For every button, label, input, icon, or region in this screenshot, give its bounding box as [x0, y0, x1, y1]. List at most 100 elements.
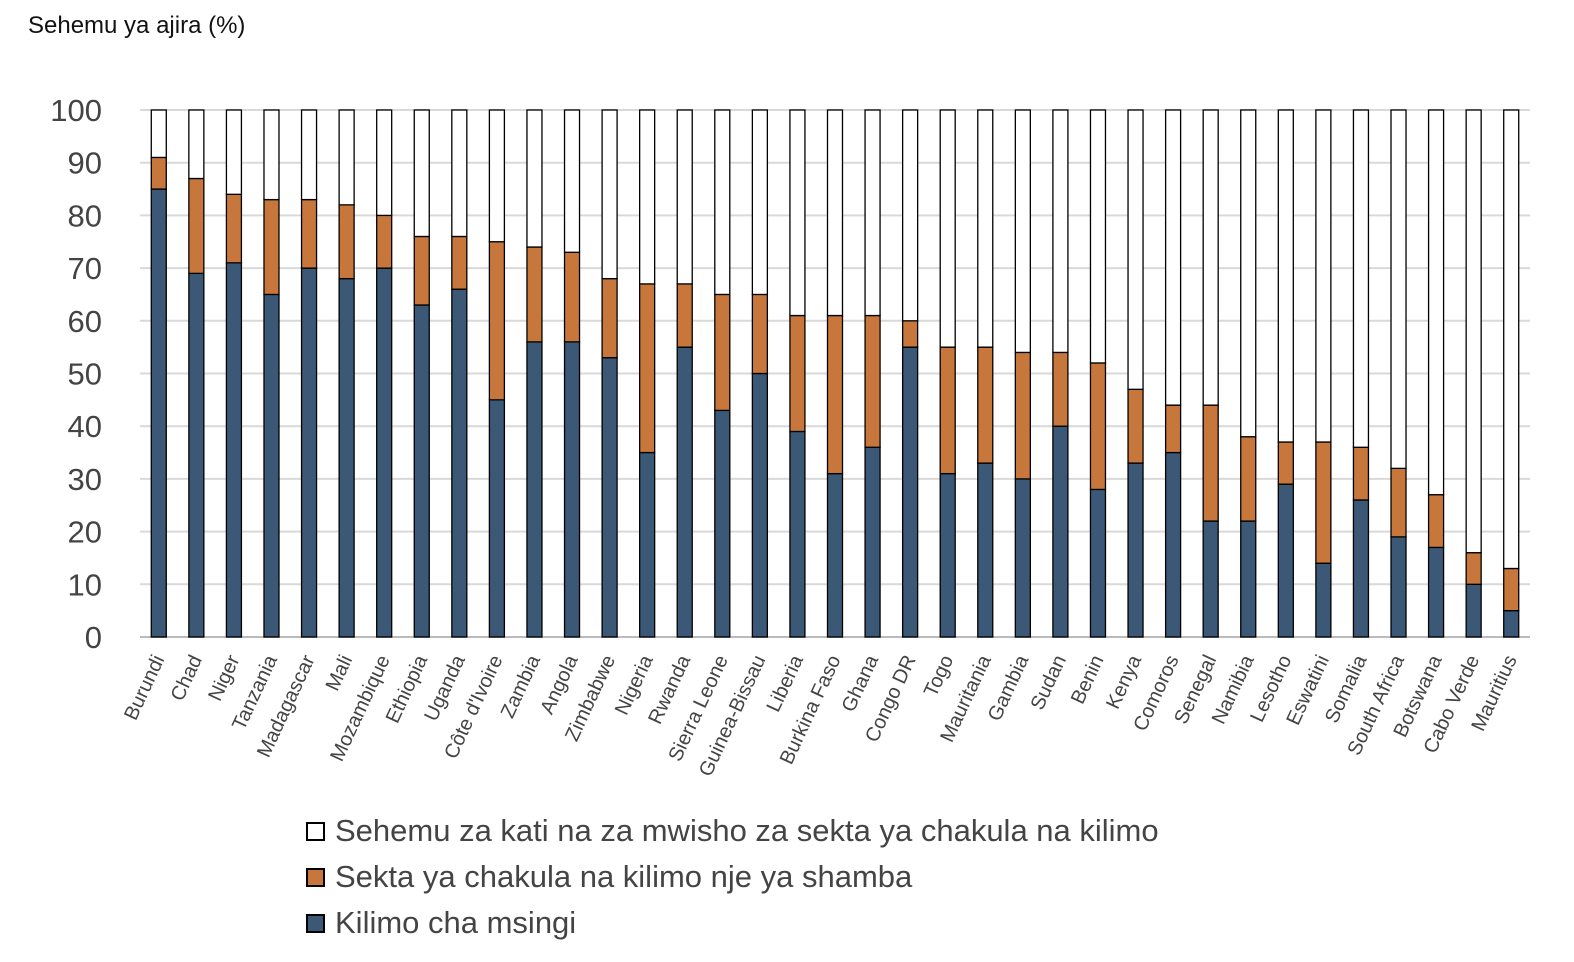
bar-segment-primary [676, 346, 693, 638]
bar-segment-postfarm [977, 109, 994, 348]
y-tick-label: 70 [68, 251, 102, 286]
bar-segment-offfarm [1390, 467, 1407, 538]
bar-stack [225, 109, 243, 638]
bar-segment-postfarm [826, 109, 844, 317]
bar-segment-postfarm [676, 109, 693, 285]
bar-segment-postfarm [1052, 109, 1069, 354]
bar-segment-offfarm [1315, 441, 1332, 564]
bar-stack [1014, 109, 1031, 638]
bar-segment-primary [601, 357, 618, 638]
bar-stack [451, 109, 468, 638]
bar-stack [864, 109, 881, 638]
bar-segment-primary [639, 451, 656, 638]
bar-segment-postfarm [789, 109, 806, 317]
bar-segment-primary [1127, 462, 1144, 638]
bar-segment-primary [977, 462, 994, 638]
bar-segment-primary [1052, 425, 1069, 638]
bar-segment-postfarm [338, 109, 355, 206]
bar-stack [563, 109, 581, 638]
bar-segment-offfarm [338, 204, 355, 280]
bar-segment-postfarm [263, 109, 280, 201]
y-tick-label: 60 [68, 304, 102, 339]
legend: Sehemu za kati na za mwisho za sekta ya … [306, 808, 1159, 946]
bar-segment-primary [1014, 478, 1031, 638]
bar-stack [1390, 109, 1407, 638]
bar-segment-offfarm [1427, 494, 1445, 549]
bar-segment-offfarm [188, 177, 205, 275]
bar-stack [376, 109, 393, 638]
bar-segment-offfarm [563, 251, 581, 343]
bar-stack [789, 109, 806, 638]
bar-segment-postfarm [1014, 109, 1031, 354]
bar-stack [714, 109, 731, 638]
bar-segment-primary [1202, 520, 1219, 638]
bar-segment-offfarm [451, 235, 468, 290]
y-tick-label: 100 [50, 93, 102, 128]
bar-segment-primary [1352, 499, 1370, 638]
bar-stack [1315, 109, 1332, 638]
bar-segment-postfarm [526, 109, 543, 248]
x-tick-label: Benin [1067, 652, 1109, 708]
bar-segment-offfarm [901, 320, 919, 348]
bar-segment-postfarm [376, 109, 393, 217]
bar-stack [1089, 109, 1107, 638]
bar-segment-offfarm [376, 214, 393, 269]
bar-segment-postfarm [714, 109, 731, 296]
y-tick-label: 20 [68, 515, 102, 550]
bar-segment-postfarm [188, 109, 205, 180]
bar-segment-postfarm [225, 109, 243, 195]
bar-segment-offfarm [300, 198, 318, 269]
y-tick-label: 0 [85, 620, 102, 655]
bar-segment-postfarm [413, 109, 430, 238]
bar-segment-postfarm [1503, 109, 1520, 570]
bar-segment-offfarm [1240, 436, 1257, 522]
bar-segment-primary [1503, 610, 1520, 638]
bar-segment-postfarm [451, 109, 468, 238]
bar-segment-offfarm [939, 346, 956, 475]
bar-segment-primary [1277, 483, 1294, 638]
bar-segment-offfarm [751, 293, 769, 375]
legend-item-postfarm: Sehemu za kati na za mwisho za sekta ya … [306, 808, 1159, 854]
bar-segment-primary [526, 341, 543, 638]
bar-stack [939, 109, 956, 638]
bar-segment-offfarm [1465, 552, 1482, 585]
bar-segment-postfarm [1352, 109, 1370, 448]
bar-stack [1164, 109, 1182, 638]
y-tick-label: 50 [68, 357, 102, 392]
bar-segment-offfarm [639, 283, 656, 454]
y-axis-title: Sehemu ya ajira (%) [28, 12, 246, 39]
bar-segment-offfarm [977, 346, 994, 464]
bar-segment-postfarm [1277, 109, 1294, 443]
bar-stack [676, 109, 693, 638]
x-tick-label: Chad [167, 652, 207, 705]
bar-segment-primary [1315, 562, 1332, 638]
y-tick-label: 30 [68, 462, 102, 497]
bar-segment-offfarm [413, 235, 430, 306]
bar-stack [300, 109, 318, 638]
bar-stack [1052, 109, 1069, 638]
bar-segment-postfarm [1240, 109, 1257, 438]
bar-segment-primary [1465, 583, 1482, 638]
bar-segment-offfarm [1352, 446, 1370, 501]
bar-segment-offfarm [826, 314, 844, 475]
bar-segment-offfarm [601, 277, 618, 359]
bar-segment-primary [563, 341, 581, 638]
bar-stack [188, 109, 205, 638]
bar-segment-primary [751, 372, 769, 638]
y-tick-label: 40 [68, 409, 102, 444]
bar-segment-primary [1164, 451, 1182, 638]
bar-stack [338, 109, 355, 638]
bar-segment-postfarm [864, 109, 881, 317]
legend-label-postfarm: Sehemu za kati na za mwisho za sekta ya … [335, 813, 1159, 848]
bar-segment-primary [1240, 520, 1257, 638]
bar-segment-offfarm [1277, 441, 1294, 485]
bar-segment-postfarm [1089, 109, 1107, 364]
bar-segment-offfarm [263, 198, 280, 296]
bar-segment-primary [901, 346, 919, 638]
legend-label-offfarm: Sekta ya chakula na kilimo nje ya shamba [335, 859, 913, 894]
bar-segment-offfarm [1089, 362, 1107, 491]
bar-segment-offfarm [150, 156, 167, 190]
bar-segment-primary [150, 188, 167, 638]
